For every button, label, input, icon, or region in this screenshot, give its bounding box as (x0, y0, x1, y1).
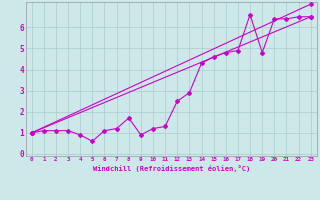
X-axis label: Windchill (Refroidissement éolien,°C): Windchill (Refroidissement éolien,°C) (92, 165, 250, 172)
